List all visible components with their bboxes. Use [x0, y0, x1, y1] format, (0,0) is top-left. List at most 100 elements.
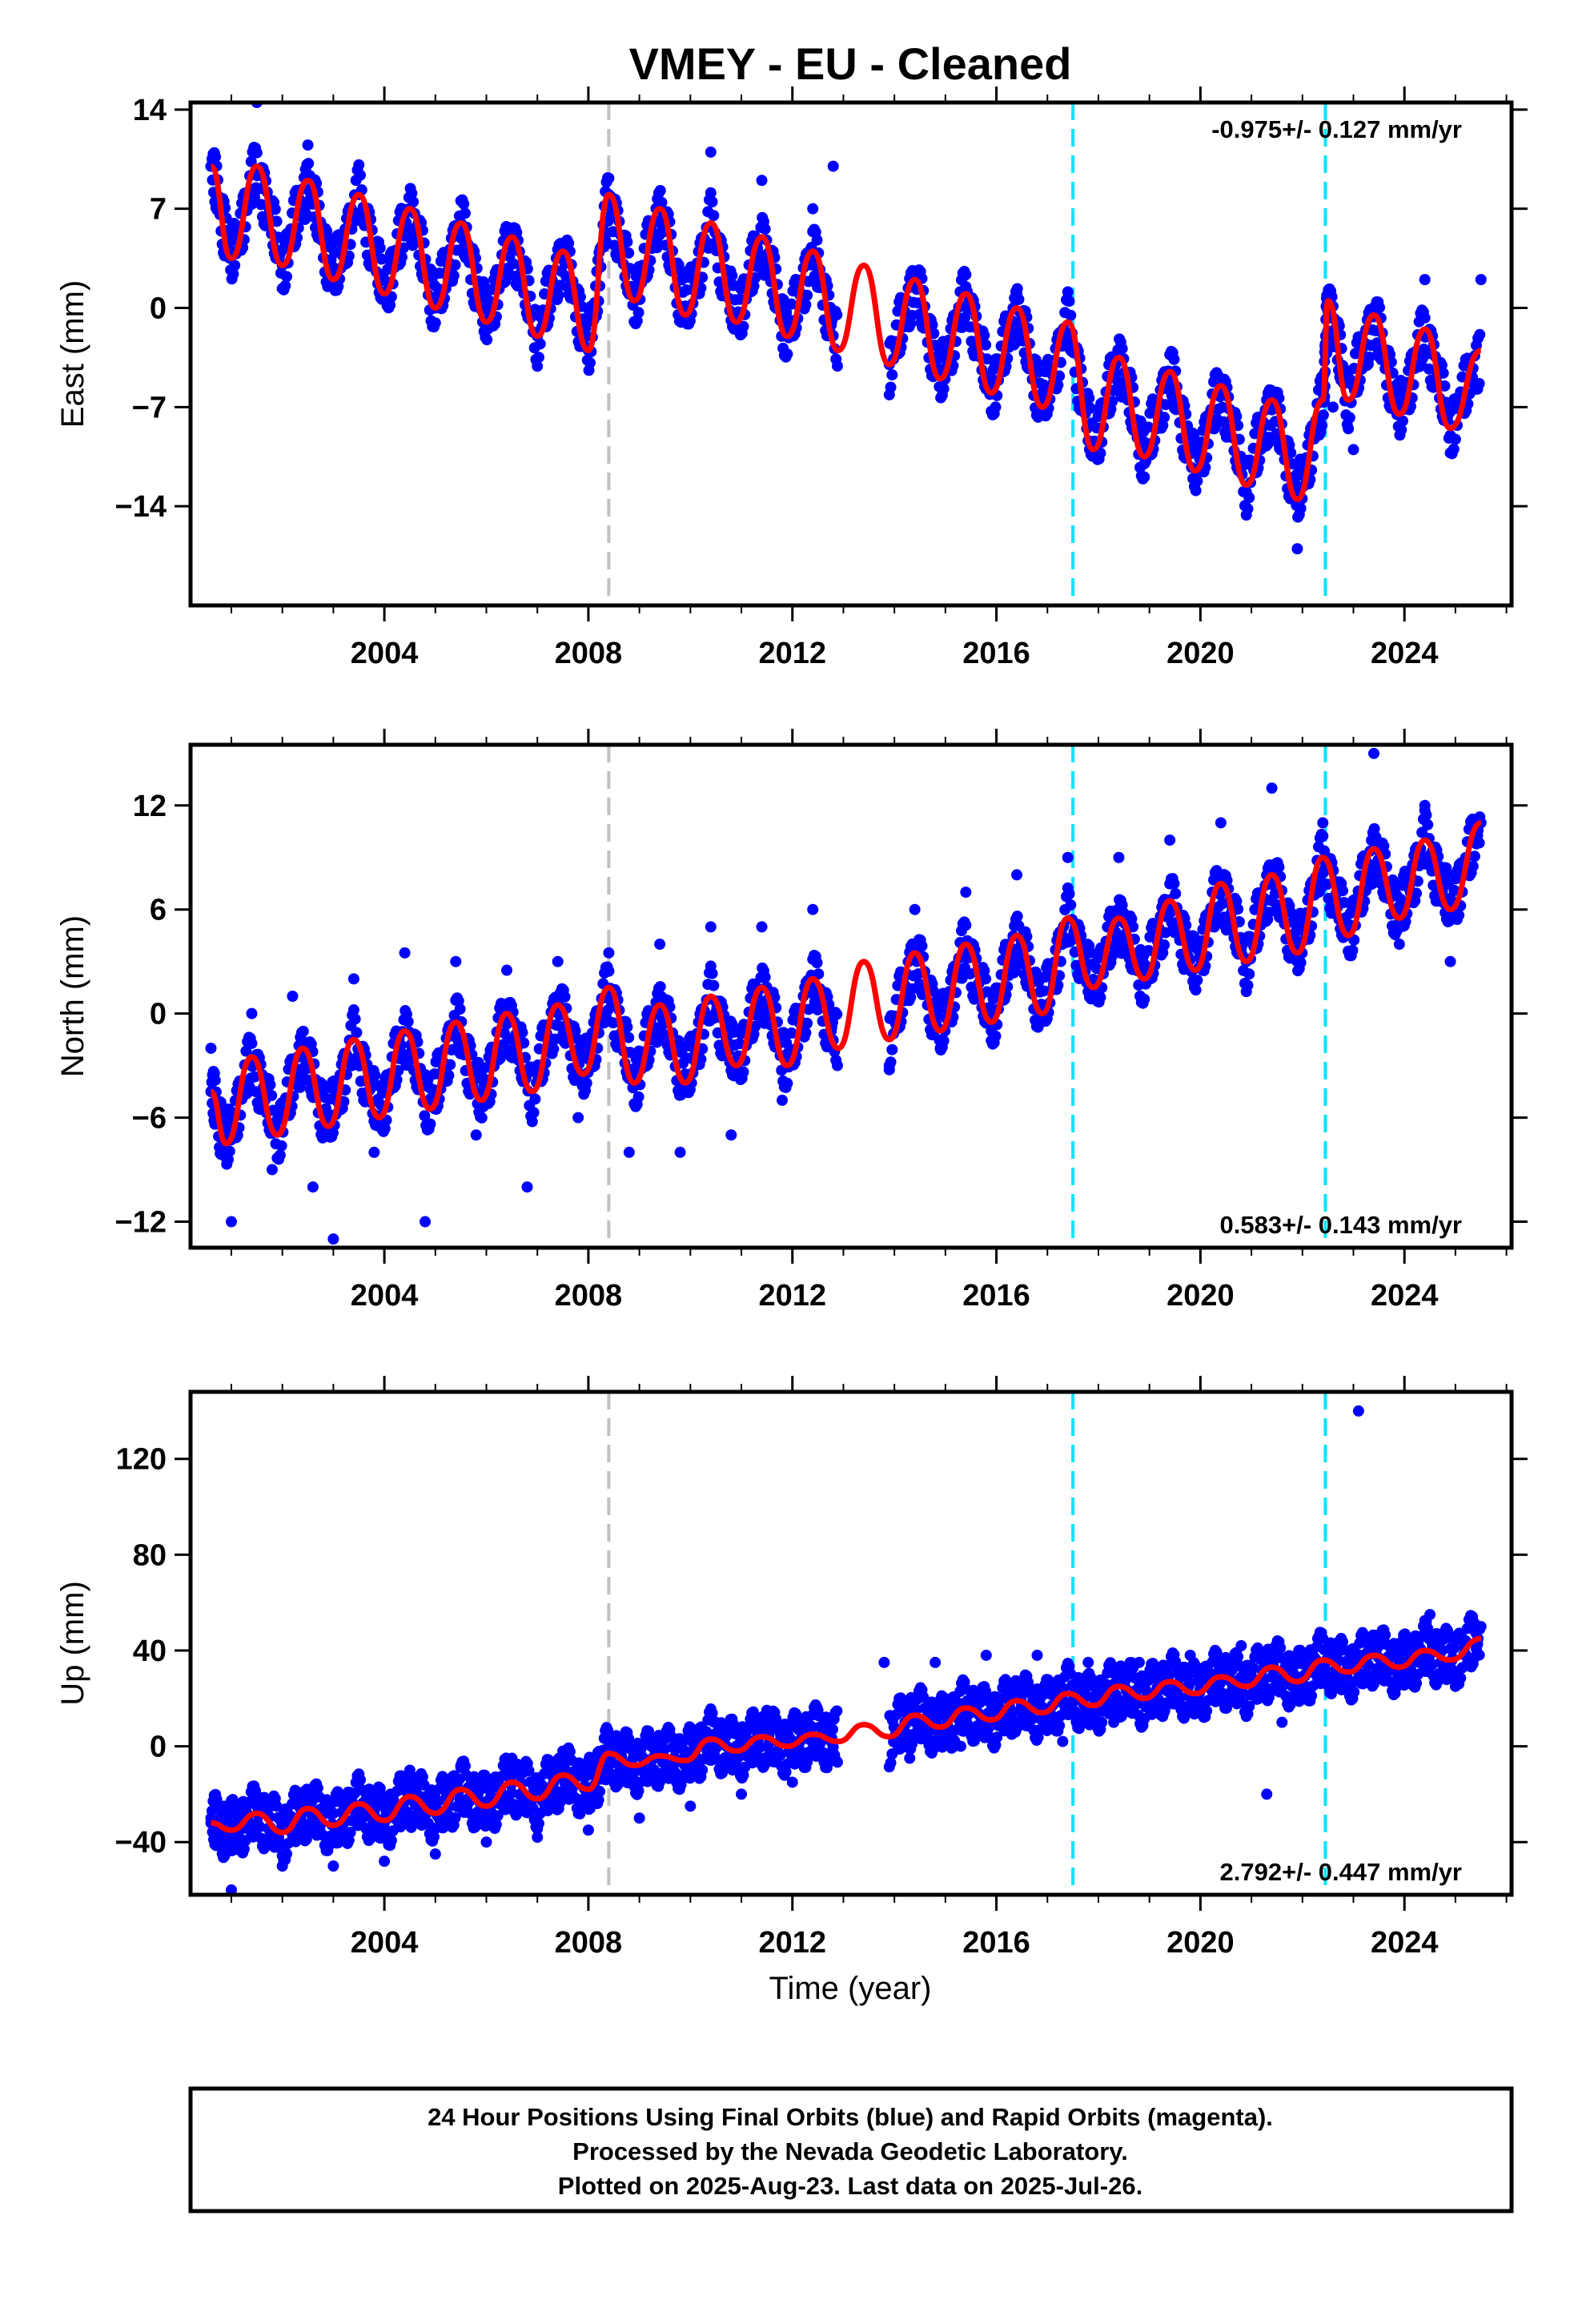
data-point: [776, 1094, 788, 1106]
data-point: [355, 1774, 367, 1786]
data-point: [552, 955, 564, 967]
data-point: [500, 271, 512, 283]
data-point: [1473, 837, 1485, 849]
data-point: [1468, 850, 1480, 862]
data-point: [1057, 1735, 1069, 1747]
data-point: [831, 360, 843, 372]
data-point: [805, 1720, 817, 1732]
data-point: [1242, 503, 1254, 515]
data-point: [605, 1757, 617, 1769]
model-curve: [209, 819, 1483, 1147]
data-point: [831, 1705, 843, 1717]
data-point: [470, 1129, 482, 1141]
data-point: [960, 887, 972, 899]
data-point: [303, 158, 315, 170]
data-point: [1368, 822, 1380, 834]
data-point: [572, 1112, 584, 1124]
data-point: [1317, 817, 1329, 829]
data-point: [327, 1233, 339, 1245]
data-point: [1191, 475, 1203, 487]
data-point: [831, 309, 843, 321]
data-point: [1363, 352, 1375, 364]
data-point: [1164, 834, 1176, 846]
data-point: [327, 1860, 339, 1872]
data-point: [786, 1776, 798, 1788]
data-point: [594, 1786, 606, 1798]
data-point: [1190, 984, 1202, 996]
data-point: [784, 1732, 796, 1744]
data-point: [1347, 944, 1359, 956]
data-point: [1367, 747, 1379, 759]
data-point: [1094, 991, 1106, 1003]
x-tick-label: 2020: [1166, 637, 1235, 670]
data-point: [420, 1216, 432, 1228]
data-point: [990, 1030, 1002, 1042]
data-point: [827, 160, 839, 172]
data-point: [801, 1017, 813, 1029]
data-point: [1005, 1708, 1017, 1720]
data-point: [264, 1079, 276, 1091]
plot-area: [205, 1392, 1487, 1895]
data-point: [1419, 274, 1431, 286]
data-point: [1467, 860, 1479, 872]
y-tick-label: −7: [132, 391, 167, 424]
data-point: [654, 981, 666, 993]
data-point: [737, 320, 749, 332]
data-point: [905, 318, 917, 330]
data-point: [385, 1835, 397, 1847]
data-point: [1374, 301, 1386, 313]
data-point: [1411, 887, 1423, 899]
data-point: [1158, 939, 1170, 951]
data-point: [905, 991, 917, 1003]
data-point: [886, 369, 898, 381]
data-point: [1082, 1656, 1094, 1668]
data-point: [1031, 1649, 1043, 1661]
x-tick-label: 2012: [758, 637, 826, 670]
data-point: [1337, 885, 1349, 897]
data-point: [1127, 921, 1139, 933]
data-point: [449, 1811, 461, 1823]
data-point: [1437, 367, 1449, 379]
data-point: [432, 1795, 444, 1807]
data-point: [1453, 909, 1465, 921]
data-point: [1343, 412, 1355, 424]
data-point: [658, 1743, 670, 1755]
data-point: [632, 307, 644, 319]
data-point: [781, 1077, 793, 1089]
panel-frame: [188, 742, 1514, 1250]
data-point: [603, 965, 615, 977]
data-point: [800, 299, 812, 311]
data-point: [1191, 975, 1203, 987]
data-point: [240, 1045, 252, 1057]
data-point: [1347, 444, 1359, 456]
data-point: [1062, 286, 1074, 298]
data-point: [991, 1731, 1003, 1743]
data-point: [443, 1069, 455, 1081]
data-point: [706, 196, 718, 208]
data-point: [1395, 424, 1407, 436]
data-point: [621, 236, 633, 248]
y-tick-label: −12: [115, 1206, 167, 1240]
data-point: [685, 1800, 697, 1812]
data-point: [770, 1713, 782, 1725]
data-point: [1065, 309, 1077, 321]
data-point: [1266, 782, 1278, 794]
data-point: [885, 381, 897, 393]
data-point: [580, 1077, 592, 1089]
data-point: [921, 1728, 934, 1740]
data-point: [1447, 443, 1460, 455]
data-point: [210, 151, 222, 163]
data-point: [984, 1720, 996, 1732]
data-point: [1327, 401, 1339, 413]
data-point: [759, 971, 771, 983]
data-point: [990, 401, 1002, 413]
data-point: [980, 1649, 992, 1661]
data-point: [246, 1037, 258, 1049]
data-point: [1263, 907, 1275, 919]
data-point: [584, 357, 596, 369]
panel-frame: [188, 100, 1514, 608]
data-point: [307, 1812, 319, 1824]
data-point: [603, 947, 615, 959]
x-tick-label: 2004: [351, 1279, 419, 1313]
